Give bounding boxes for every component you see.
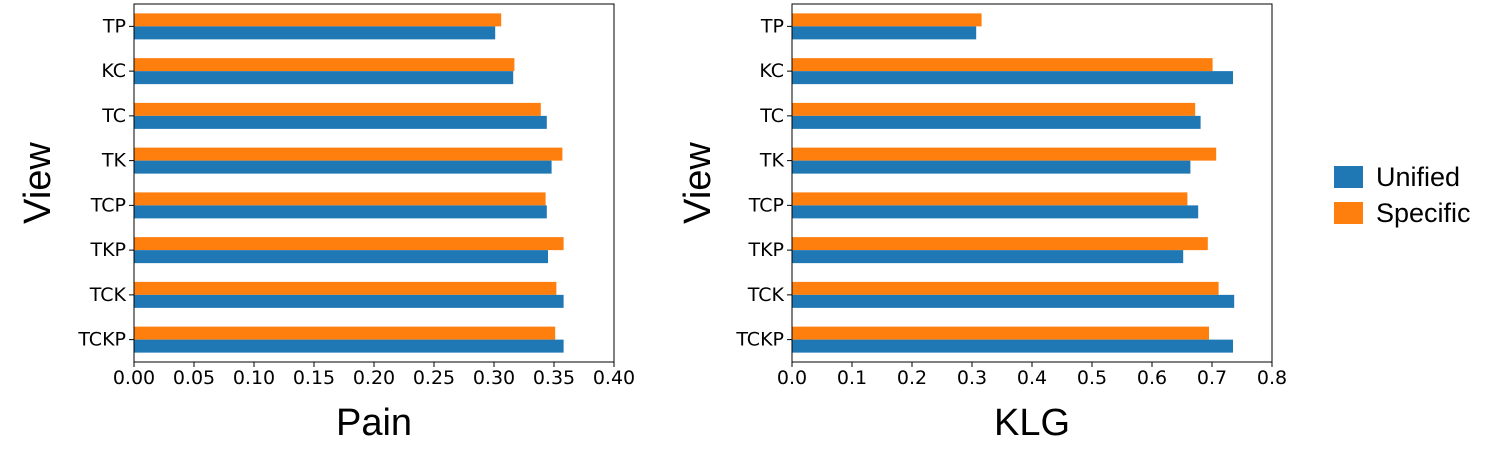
- y-tick-label-kc: KC: [759, 60, 784, 82]
- bar-klg-unified-tk: [792, 160, 1191, 174]
- x-tick-label: 0.25: [413, 367, 455, 389]
- bar-pain-unified-tkp: [134, 250, 548, 264]
- bar-pain-unified-tckp: [134, 339, 564, 353]
- bar-klg-specific-kc: [792, 58, 1213, 72]
- x-tick-label: 0.0: [777, 367, 807, 389]
- x-tick-label: 0.1: [837, 367, 867, 389]
- x-tick-label: 0.20: [353, 367, 395, 389]
- x-axis-label-pain: Pain: [336, 402, 412, 444]
- y-axis-label-pain: View: [17, 142, 59, 224]
- bar-pain-unified-tp: [134, 26, 496, 40]
- legend: Unified Specific: [1334, 162, 1471, 228]
- bar-klg-unified-kc: [792, 71, 1233, 85]
- x-tick-label: 0.4: [1017, 367, 1047, 389]
- bar-klg-unified-tck: [792, 294, 1235, 308]
- bar-klg-specific-tkp: [792, 237, 1208, 251]
- x-tick-label: 0.30: [473, 367, 515, 389]
- chart-klg: TP KC TC TK TCP TKP TCK TCKP 0.0 0.1 0.2 0.3 0.4 0.5 0…: [677, 3, 1287, 444]
- bar-klg-unified-tc: [792, 115, 1201, 129]
- bar-pain-specific-tck: [134, 281, 557, 295]
- bar-klg-specific-tckp: [792, 326, 1209, 340]
- x-tick-label: 0.6: [1137, 367, 1167, 389]
- bar-pain-unified-tck: [134, 294, 564, 308]
- y-tick-label-tk: TK: [101, 150, 127, 172]
- y-tick-label-tkp: TKP: [747, 239, 784, 261]
- y-tick-label-tp: TP: [760, 15, 784, 37]
- bar-pain-specific-tc: [134, 102, 541, 116]
- x-tick-label: 0.7: [1197, 367, 1227, 389]
- bar-pain-unified-tk: [134, 160, 552, 174]
- y-tick-label-tck: TCK: [89, 284, 127, 306]
- bar-klg-unified-tkp: [792, 250, 1184, 264]
- x-axis-label-klg: KLG: [994, 402, 1070, 444]
- bar-pain-specific-tkp: [134, 237, 564, 251]
- x-tick-label: 0.8: [1257, 367, 1287, 389]
- x-tick-label: 0.35: [533, 367, 575, 389]
- y-tick-label-tckp: TCKP: [77, 329, 126, 351]
- x-tick-label: 0.05: [173, 367, 215, 389]
- x-tick-label: 0.2: [897, 367, 927, 389]
- bar-pain-unified-kc: [134, 71, 514, 85]
- bar-klg-unified-tcp: [792, 205, 1199, 219]
- y-tick-label-tcp: TCP: [90, 194, 126, 216]
- plot-frame: [791, 3, 1273, 363]
- y-tick-label-tp: TP: [102, 15, 126, 37]
- chart-pain: TP KC TC TK TCP TKP TCK TCKP 0.00 0.05 0.10 0.15 0.2…: [17, 3, 635, 444]
- y-tick-label-tk: TK: [759, 150, 785, 172]
- x-tick-label: 0.15: [293, 367, 335, 389]
- x-tick-label: 0.10: [233, 367, 275, 389]
- legend-swatch-unified: [1334, 166, 1363, 188]
- bar-pain-specific-kc: [134, 58, 515, 72]
- bar-pain-specific-tcp: [134, 192, 546, 206]
- y-tick-label-tc: TC: [759, 105, 784, 127]
- y-tick-label-tcp: TCP: [748, 194, 784, 216]
- y-tick-label-tckp: TCKP: [735, 329, 784, 351]
- x-tick-label: 0.40: [593, 367, 635, 389]
- bar-klg-specific-tc: [792, 102, 1196, 116]
- bar-pain-unified-tcp: [134, 205, 547, 219]
- bar-klg-specific-tp: [792, 13, 982, 27]
- bar-pain-specific-tckp: [134, 326, 556, 340]
- y-tick-label-tkp: TKP: [89, 239, 126, 261]
- y-tick-label-tc: TC: [101, 105, 126, 127]
- bar-pain-unified-tc: [134, 115, 547, 129]
- y-tick-label-tck: TCK: [747, 284, 785, 306]
- x-tick-label: 0.3: [957, 367, 987, 389]
- plot-frame: [133, 3, 615, 363]
- legend-label-specific: Specific: [1376, 198, 1471, 228]
- legend-label-unified: Unified: [1376, 162, 1460, 192]
- bar-klg-specific-tck: [792, 281, 1219, 295]
- bar-klg-specific-tk: [792, 147, 1217, 161]
- bar-klg-unified-tckp: [792, 339, 1233, 353]
- y-axis-label-klg: View: [677, 142, 719, 224]
- legend-swatch-specific: [1334, 202, 1363, 224]
- bar-pain-specific-tp: [134, 13, 502, 27]
- bar-klg-unified-tp: [792, 26, 977, 40]
- bar-klg-specific-tcp: [792, 192, 1188, 206]
- x-tick-label: 0.00: [113, 367, 155, 389]
- x-tick-label: 0.5: [1077, 367, 1107, 389]
- bar-pain-specific-tk: [134, 147, 563, 161]
- y-tick-label-kc: KC: [101, 60, 126, 82]
